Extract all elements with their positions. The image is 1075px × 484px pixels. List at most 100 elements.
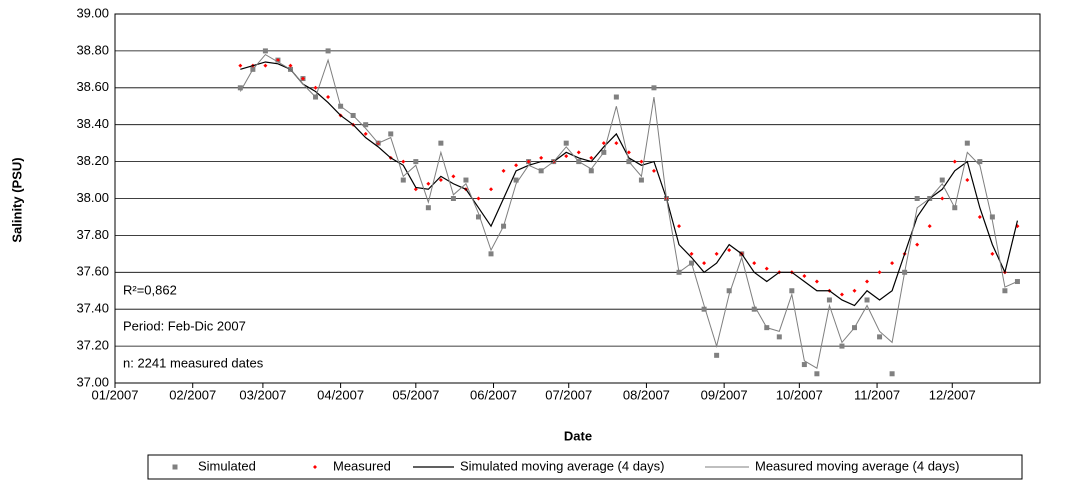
simulated-point bbox=[325, 48, 331, 54]
measured-point bbox=[890, 261, 895, 266]
measured-point bbox=[576, 150, 581, 155]
annotation: n: 2241 measured dates bbox=[123, 355, 264, 370]
measured-point bbox=[401, 159, 406, 164]
measured-point bbox=[639, 159, 644, 164]
simulated-point bbox=[262, 48, 268, 54]
measured-point bbox=[413, 187, 418, 192]
measured-point bbox=[990, 251, 995, 256]
measured-point bbox=[451, 174, 456, 179]
x-axis-title: Date bbox=[564, 428, 592, 443]
x-tick-label: 11/2007 bbox=[854, 387, 900, 402]
x-tick-label: 06/2007 bbox=[470, 387, 517, 402]
plot-frame bbox=[114, 13, 1041, 384]
simulated-point bbox=[1002, 288, 1008, 294]
legend-symbol bbox=[172, 464, 178, 470]
simulated-point bbox=[363, 122, 369, 128]
simulated-point bbox=[814, 371, 820, 377]
measured-point bbox=[651, 168, 656, 173]
simulated-point bbox=[839, 343, 845, 349]
y-tick-label: 38.40 bbox=[76, 116, 109, 131]
measured-point bbox=[539, 155, 544, 160]
measured-point bbox=[677, 224, 682, 229]
moving-average-line bbox=[240, 61, 1019, 307]
x-tick-label: 01/2007 bbox=[92, 387, 139, 402]
measured-point bbox=[814, 279, 819, 284]
simulated-point bbox=[613, 94, 619, 100]
measured-point bbox=[702, 261, 707, 266]
measured-point bbox=[589, 155, 594, 160]
annotation: Period: Feb-Dic 2007 bbox=[123, 318, 246, 333]
simulated-point bbox=[638, 177, 644, 183]
simulated-point bbox=[789, 288, 795, 294]
y-tick-label: 38.20 bbox=[76, 153, 109, 168]
legend-label: Measured bbox=[333, 458, 391, 473]
simulated-point bbox=[864, 297, 870, 303]
simulated-point bbox=[751, 306, 757, 312]
measured-point bbox=[915, 242, 920, 247]
measured-point bbox=[614, 141, 619, 146]
measured-point bbox=[752, 261, 757, 266]
measured-point bbox=[952, 159, 957, 164]
x-tick-label: 05/2007 bbox=[392, 387, 439, 402]
y-tick-label: 37.40 bbox=[76, 301, 109, 316]
measured-point bbox=[526, 159, 531, 164]
measured-point bbox=[438, 178, 443, 183]
y-tick-label: 38.60 bbox=[76, 79, 109, 94]
measured-point bbox=[689, 251, 694, 256]
legend-box bbox=[147, 454, 1023, 480]
x-tick-label: 07/2007 bbox=[545, 387, 592, 402]
simulated-point bbox=[588, 168, 594, 174]
measured-point bbox=[965, 178, 970, 183]
simulated-point bbox=[826, 297, 832, 303]
measured-point bbox=[839, 292, 844, 297]
measured-point bbox=[940, 196, 945, 201]
measured-point bbox=[865, 279, 870, 284]
x-tick-label: 02/2007 bbox=[169, 387, 216, 402]
x-tick-label: 09/2007 bbox=[701, 387, 748, 402]
measured-point bbox=[626, 150, 631, 155]
measured-point bbox=[263, 63, 268, 68]
simulated-point bbox=[801, 362, 807, 368]
measured-point bbox=[326, 95, 331, 100]
y-tick-label: 37.60 bbox=[76, 264, 109, 279]
measured-point bbox=[852, 288, 857, 293]
measured-point bbox=[764, 266, 769, 271]
y-tick-label: 38.00 bbox=[76, 190, 109, 205]
measured-point bbox=[714, 251, 719, 256]
measured-point bbox=[727, 248, 732, 253]
x-tick-label: 08/2007 bbox=[623, 387, 670, 402]
x-tick-label: 04/2007 bbox=[317, 387, 364, 402]
simulated-point bbox=[513, 177, 519, 183]
measured-point bbox=[363, 131, 368, 136]
simulated-point bbox=[964, 140, 970, 146]
simulated-point bbox=[237, 85, 243, 91]
simulated-point bbox=[914, 196, 920, 201]
simulated-point bbox=[488, 251, 494, 257]
simulated-point bbox=[989, 214, 995, 220]
measured-point bbox=[489, 187, 494, 192]
x-tick-label: 03/2007 bbox=[239, 387, 286, 402]
y-tick-label: 37.80 bbox=[76, 227, 109, 242]
simulated-point bbox=[425, 205, 431, 211]
y-tick-label: 39.00 bbox=[76, 5, 109, 20]
simulated-point bbox=[388, 131, 394, 137]
measured-point bbox=[288, 63, 293, 68]
measured-point bbox=[514, 163, 519, 168]
measured-point bbox=[977, 214, 982, 219]
simulated-point bbox=[450, 196, 456, 201]
simulated-point bbox=[413, 159, 419, 165]
measured-point bbox=[564, 154, 569, 159]
simulated-point bbox=[877, 334, 883, 340]
simulated-point bbox=[977, 159, 983, 165]
simulated-point bbox=[475, 214, 481, 220]
legend-label: Simulated moving average (4 days) bbox=[460, 458, 665, 473]
simulated-point bbox=[939, 177, 945, 183]
simulated-point bbox=[726, 288, 732, 294]
simulated-point bbox=[463, 177, 469, 183]
simulated-point bbox=[651, 85, 657, 91]
moving-average-line bbox=[239, 53, 1018, 370]
simulated-point bbox=[701, 306, 707, 312]
measured-point bbox=[802, 273, 807, 278]
legend-label: Simulated bbox=[198, 458, 256, 473]
